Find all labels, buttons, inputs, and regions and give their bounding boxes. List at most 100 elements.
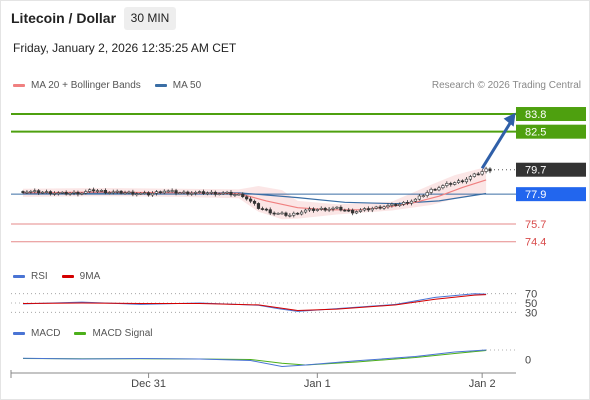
- candle-body: [154, 191, 159, 194]
- candle-body: [457, 180, 461, 183]
- candle-body: [37, 190, 41, 194]
- candle-body: [390, 203, 394, 206]
- interval-button[interactable]: 30 MIN: [124, 7, 176, 30]
- candle-body: [33, 190, 37, 192]
- candle-body: [351, 209, 355, 214]
- candle-body: [303, 209, 308, 213]
- candle-body: [103, 189, 108, 194]
- candle-body: [92, 189, 96, 192]
- candle-body: [413, 198, 418, 202]
- candle-body: [76, 191, 80, 195]
- ma20-swatch: [13, 84, 25, 87]
- candle-body: [88, 189, 92, 192]
- candle-body: [44, 191, 49, 193]
- candle-body: [347, 209, 351, 212]
- candle-body: [366, 208, 370, 211]
- candle-body: [186, 191, 190, 195]
- candle-body: [464, 178, 469, 183]
- macd-swatch: [13, 332, 25, 335]
- candle-body: [335, 206, 339, 209]
- candle-body: [476, 173, 480, 176]
- candle-body: [437, 187, 441, 191]
- forecast-arrow-shaft: [480, 119, 513, 170]
- candle-body: [311, 208, 316, 211]
- candle-body: [252, 200, 257, 204]
- candle-body: [402, 202, 406, 205]
- candle-body: [233, 194, 237, 196]
- candle-body: [362, 208, 367, 211]
- candle-body: [417, 195, 421, 200]
- candle-body: [146, 192, 151, 196]
- candle-body: [60, 191, 64, 194]
- ma20-legend-label: MA 20 + Bollinger Bands: [31, 80, 141, 91]
- x-tick-label: Jan 1: [304, 378, 331, 390]
- candle-body: [460, 180, 465, 183]
- ma50-swatch: [154, 84, 167, 87]
- candle-body: [123, 192, 127, 194]
- candle-body: [343, 209, 347, 212]
- candle-body: [488, 168, 492, 172]
- candle-body: [323, 207, 327, 211]
- candle-body: [280, 212, 284, 215]
- x-tick-label: Dec 31: [131, 378, 166, 390]
- candle-body: [272, 212, 276, 215]
- candle-body: [182, 191, 186, 194]
- rsi-line: [22, 293, 487, 312]
- candle-body: [300, 211, 304, 215]
- candle-body: [162, 190, 166, 194]
- candle-body: [327, 208, 331, 211]
- candle-body: [115, 190, 119, 193]
- candle-body: [95, 190, 100, 192]
- candle-body: [433, 188, 437, 191]
- macd-legend-label: MACD: [31, 328, 61, 339]
- candle-body: [72, 191, 76, 194]
- bollinger-band: [23, 167, 487, 220]
- candle-body: [382, 206, 386, 209]
- rsi-ma-swatch: [61, 275, 74, 278]
- candle-body: [119, 190, 123, 194]
- candle-body: [378, 206, 382, 209]
- candle-body: [201, 191, 206, 194]
- support-label: 75.7: [525, 219, 546, 231]
- candle-body: [409, 200, 414, 204]
- resistance-label-box: [516, 107, 586, 122]
- candle-body: [190, 192, 194, 195]
- candle-body: [111, 191, 115, 194]
- candle-body: [468, 176, 472, 180]
- candle-body: [221, 192, 225, 195]
- candle-body: [421, 195, 425, 197]
- price-legend: MA 20 + Bollinger Bands MA 50: [13, 80, 215, 91]
- resistance-label: 82.5: [525, 127, 546, 139]
- rsi-swatch: [13, 275, 25, 278]
- x-tick-label: Jan 2: [469, 378, 496, 390]
- candle-body: [29, 191, 33, 193]
- forecast-arrow-head: [503, 112, 516, 127]
- candle-body: [394, 203, 398, 206]
- candle-body: [209, 191, 213, 194]
- candle-body: [99, 189, 104, 192]
- candle-body: [166, 190, 170, 193]
- rsi-ma-legend-label: 9MA: [79, 271, 101, 282]
- research-credit: Research © 2026 Trading Central: [431, 80, 581, 91]
- candle-body: [174, 190, 178, 194]
- current-price-box: [516, 162, 586, 177]
- candle-body: [296, 212, 300, 215]
- support-label: 74.4: [525, 237, 546, 249]
- candle-body: [194, 192, 198, 194]
- candle-body: [21, 191, 25, 193]
- candle-body: [358, 209, 363, 212]
- current-price-label: 79.7: [525, 165, 546, 177]
- candle-body: [249, 198, 253, 202]
- candle-body: [178, 192, 182, 195]
- candle-body: [52, 193, 56, 195]
- candle-body: [237, 193, 241, 196]
- pivot-label-box: [516, 187, 586, 202]
- macd-line: [22, 349, 487, 368]
- candle-body: [241, 193, 245, 198]
- macd-signal-swatch: [74, 332, 87, 335]
- candle-body: [127, 191, 131, 194]
- rsi-ma-line: [22, 294, 487, 312]
- candle-body: [374, 206, 378, 209]
- candle-body: [386, 205, 390, 208]
